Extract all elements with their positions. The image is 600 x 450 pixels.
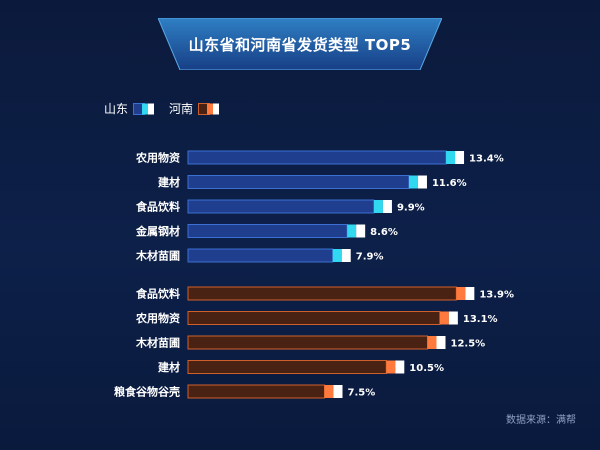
value-label-shandong: 13.4% bbox=[469, 154, 504, 165]
bar-cap-shandong bbox=[455, 151, 465, 164]
bar-henan bbox=[187, 286, 457, 301]
bar-shandong bbox=[187, 150, 447, 165]
bar-henan bbox=[187, 335, 428, 350]
bar-henan bbox=[187, 360, 387, 374]
value-label-henan: 13.1% bbox=[463, 314, 498, 325]
category-label-shandong: 木材苗圃 bbox=[135, 249, 180, 263]
bar-accent-shandong bbox=[446, 151, 456, 164]
value-label-shandong: 11.6% bbox=[432, 178, 467, 189]
value-label-henan: 13.9% bbox=[479, 290, 514, 301]
title-banner-shape bbox=[158, 18, 442, 70]
bar-shandong bbox=[187, 199, 375, 214]
chart-title: 山东省和河南省发货类型 TOP5 bbox=[188, 35, 412, 54]
legend-swatch-henan bbox=[198, 102, 220, 115]
bar-cap-henan bbox=[333, 385, 343, 398]
legend-label-shandong: 山东 bbox=[104, 102, 129, 116]
category-label-shandong: 农用物资 bbox=[135, 151, 180, 165]
category-label-henan: 木材苗圃 bbox=[135, 336, 180, 350]
category-label-henan: 食品饮料 bbox=[136, 287, 180, 301]
bar-cap-henan bbox=[436, 336, 446, 349]
bar-accent-henan bbox=[439, 311, 449, 325]
bar-henan bbox=[187, 384, 325, 399]
bar-cap-henan bbox=[448, 311, 458, 325]
bar-cap-henan bbox=[465, 287, 475, 300]
bar-shandong bbox=[187, 175, 410, 189]
legend-item-shandong: 山东 bbox=[104, 100, 155, 117]
category-label-shandong: 金属钢材 bbox=[135, 224, 180, 238]
value-label-henan: 7.5% bbox=[348, 388, 376, 399]
value-label-henan: 10.5% bbox=[409, 363, 444, 374]
category-label-shandong: 食品饮料 bbox=[136, 200, 180, 214]
category-label-henan: 粮食谷物谷壳 bbox=[114, 385, 180, 399]
bar-accent-shandong bbox=[373, 200, 383, 213]
legend: 山东 河南 bbox=[104, 100, 234, 117]
bar-accent-shandong bbox=[408, 175, 418, 189]
bar-cap-henan bbox=[395, 360, 405, 374]
legend-item-henan: 河南 bbox=[169, 100, 220, 117]
bar-shandong bbox=[187, 224, 348, 238]
data-source: 数据来源：满帮 bbox=[506, 415, 576, 426]
value-label-shandong: 8.6% bbox=[370, 227, 398, 238]
value-label-shandong: 9.9% bbox=[397, 203, 425, 214]
bar-accent-henan bbox=[427, 336, 437, 349]
category-label-henan: 建材 bbox=[158, 360, 180, 374]
bar-accent-henan bbox=[386, 360, 396, 374]
bar-cap-shandong bbox=[341, 249, 351, 262]
title-banner: 山东省和河南省发货类型 TOP5 bbox=[158, 18, 442, 70]
bar-henan bbox=[187, 311, 441, 325]
category-label-henan: 农用物资 bbox=[135, 311, 180, 325]
category-label-shandong: 建材 bbox=[158, 175, 180, 189]
value-label-henan: 12.5% bbox=[451, 339, 486, 350]
bar-accent-shandong bbox=[332, 249, 342, 262]
value-label-shandong: 7.9% bbox=[356, 252, 384, 263]
bar-cap-shandong bbox=[417, 175, 427, 189]
bar-accent-henan bbox=[324, 385, 334, 398]
bar-accent-shandong bbox=[347, 224, 357, 238]
legend-label-henan: 河南 bbox=[169, 102, 194, 116]
bar-accent-henan bbox=[456, 287, 466, 300]
bar-cap-shandong bbox=[356, 224, 366, 238]
bar-shandong bbox=[187, 248, 334, 263]
bar-cap-shandong bbox=[382, 200, 392, 213]
legend-swatch-shandong bbox=[133, 102, 155, 115]
